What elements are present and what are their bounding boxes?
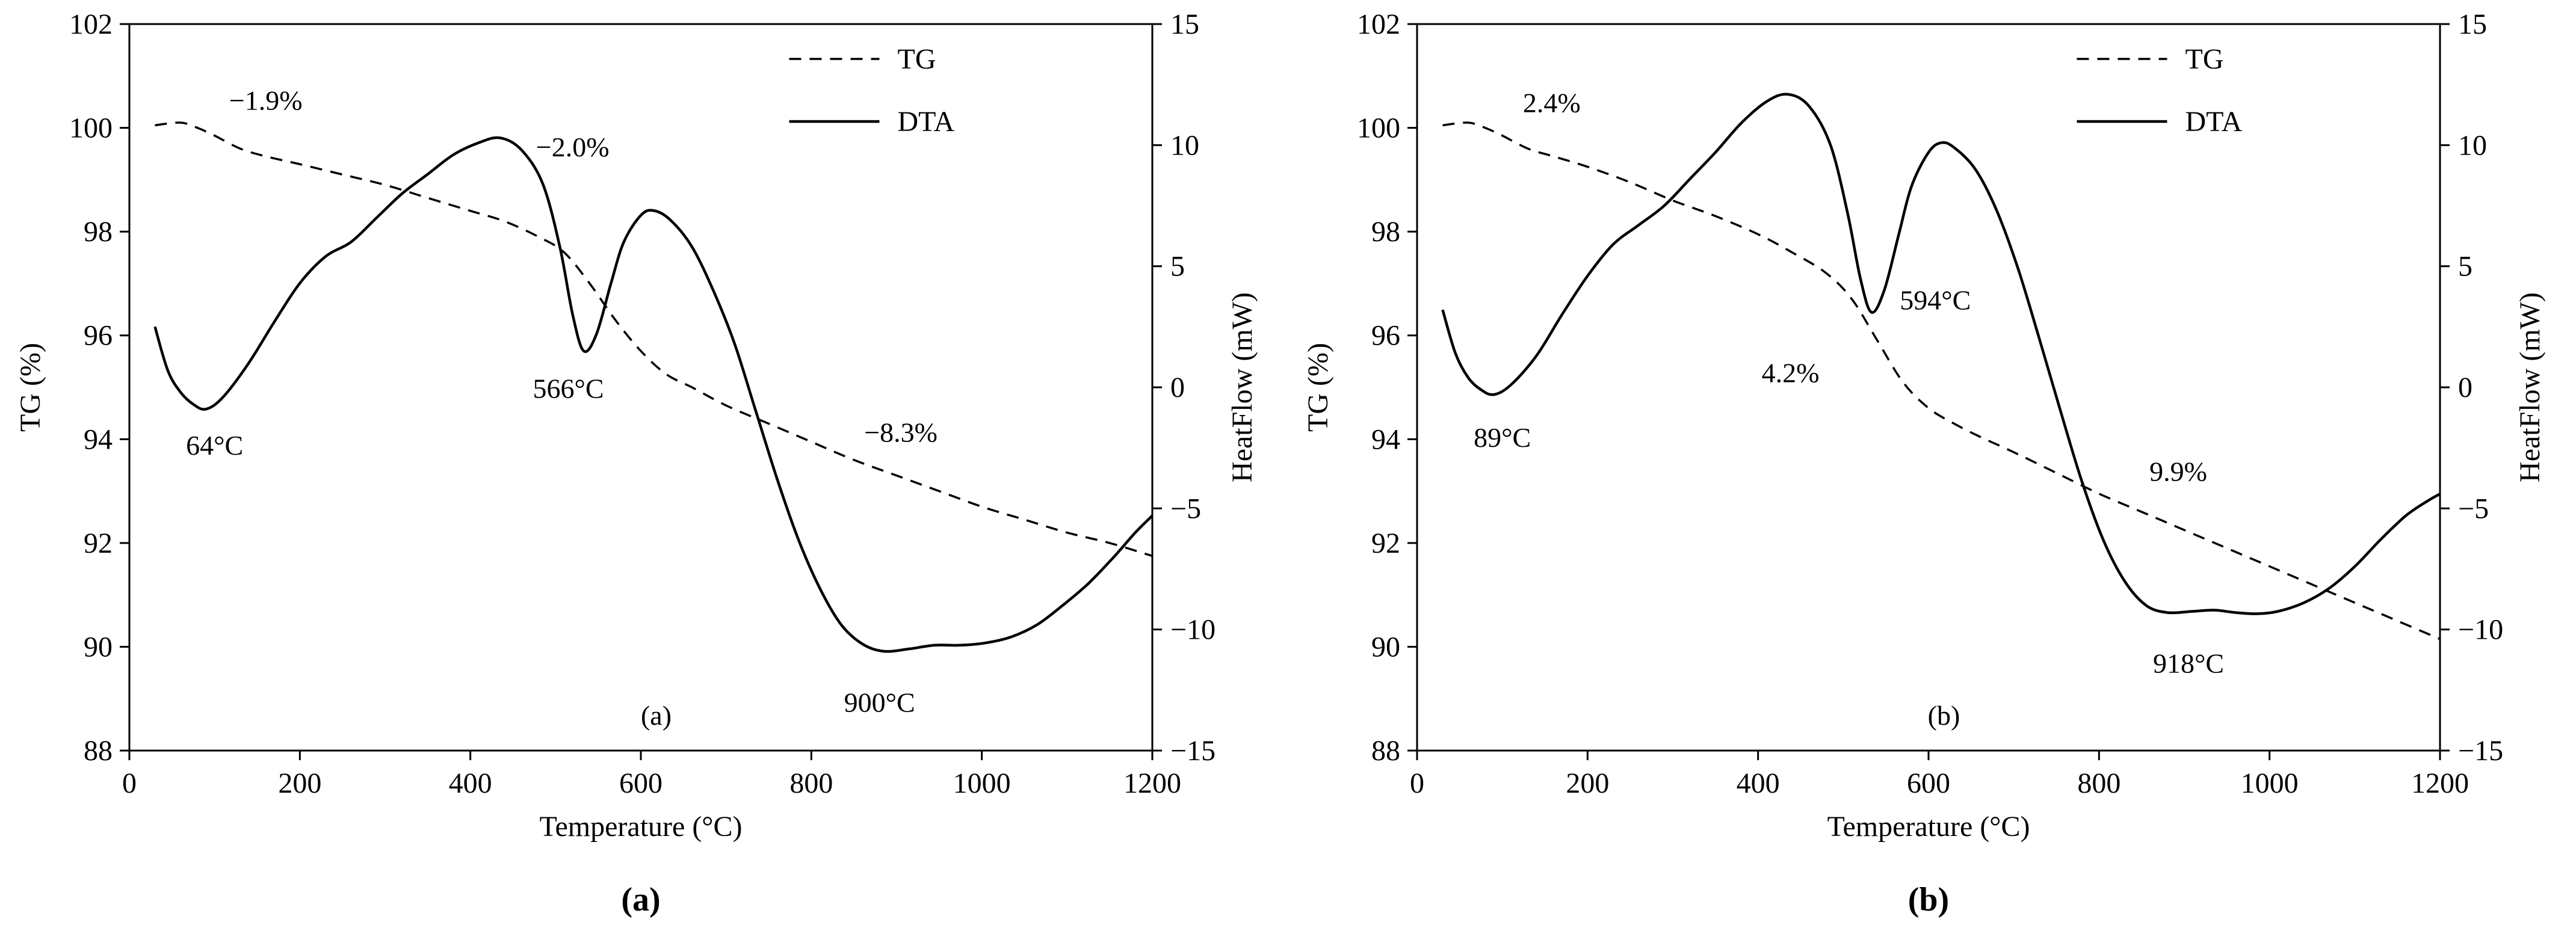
annotation: (a)	[641, 700, 672, 731]
y-right-tick-label: 15	[2458, 8, 2487, 40]
legend-label-tg: TG	[898, 43, 936, 75]
y-right-tick-label: 10	[1170, 129, 1199, 161]
x-tick-label: 0	[1410, 767, 1424, 799]
tg-curve	[155, 121, 1153, 558]
y-right-tick-label: 10	[2458, 129, 2487, 161]
x-tick-label: 400	[1737, 767, 1780, 799]
y-left-tick-label: 90	[84, 631, 113, 663]
panel-caption: (a)	[621, 881, 660, 918]
y-left-tick-label: 98	[84, 216, 113, 248]
x-tick-label: 1000	[2241, 767, 2299, 799]
y-right-axis-title: HeatFlow (mW)	[2514, 292, 2546, 482]
y-left-tick-label: 96	[1371, 320, 1400, 352]
annotation: 594°C	[1900, 285, 1971, 316]
y-left-tick-label: 100	[69, 112, 113, 144]
y-right-tick-label: 5	[1170, 251, 1185, 283]
annotation: 9.9%	[2149, 456, 2207, 487]
dta-curve	[153, 136, 1154, 653]
tg-curve	[1442, 121, 2441, 641]
y-left-tick-label: 90	[1371, 631, 1400, 663]
annotation: (b)	[1928, 700, 1960, 731]
chart-a-svg: 0 200 400 600 800 1000 1200889092949698100102−…	[14, 8, 1258, 918]
chart-panel-a: 0 200 400 600 800 1000 1200 88 90 92 94 96 98 100 102−…	[14, 8, 1258, 918]
y-right-tick-label: −15	[2458, 735, 2503, 767]
x-axis-title: Temperature (°C)	[1827, 811, 2030, 843]
plot-border	[1416, 23, 2441, 752]
panel-caption: (b)	[1908, 881, 1949, 918]
annotation: −2.0%	[536, 132, 610, 162]
legend-label-dta: DTA	[898, 106, 955, 138]
y-right-tick-label: −5	[2458, 493, 2489, 524]
y-left-axis-title: TG (%)	[1302, 343, 1334, 432]
annotation: 566°C	[533, 373, 604, 404]
chart-b-svg: 0 200 400 600 800 1000 1200889092949698100102−…	[1302, 8, 2546, 918]
annotation: −8.3%	[864, 417, 937, 448]
annotation: 64°C	[186, 430, 243, 461]
annotation: 89°C	[1474, 422, 1531, 453]
y-right-tick-label: 15	[1170, 8, 1199, 40]
x-tick-label: 1200	[1123, 767, 1181, 799]
annotation: −1.9%	[229, 85, 303, 115]
y-left-tick-label: 102	[1357, 8, 1400, 40]
y-left-tick-label: 94	[84, 423, 113, 455]
y-right-tick-label: −10	[1170, 614, 1215, 646]
y-right-tick-label: −15	[1170, 735, 1215, 767]
y-right-tick-label: −10	[2458, 614, 2503, 646]
legend-label-tg: TG	[2185, 43, 2224, 75]
y-left-tick-label: 94	[1371, 423, 1400, 455]
x-tick-label: 600	[619, 767, 663, 799]
y-left-axis-title: TG (%)	[14, 343, 46, 432]
y-right-axis-title: HeatFlow (mW)	[1226, 292, 1258, 482]
x-tick-label: 200	[1566, 767, 1609, 799]
x-axis-title: Temperature (°C)	[539, 811, 742, 843]
annotation: 4.2%	[1762, 357, 1820, 388]
y-left-tick-label: 102	[69, 8, 113, 40]
y-right-tick-label: −5	[1170, 493, 1201, 524]
annotation: 918°C	[2153, 648, 2224, 679]
y-left-tick-label: 96	[84, 320, 113, 352]
y-left-tick-label: 100	[1357, 112, 1400, 144]
x-tick-label: 1000	[953, 767, 1011, 799]
dta-curve	[1441, 93, 2441, 615]
y-right-tick-label: 0	[1170, 372, 1185, 404]
x-tick-label: 400	[449, 767, 492, 799]
y-right-tick-label: 5	[2458, 251, 2473, 283]
legend-label-dta: DTA	[2185, 106, 2243, 138]
y-left-tick-label: 92	[1371, 527, 1400, 559]
chart-panel-b: 0 200 400 600 800 1000 1200 88 90 92 94 96 98 100 102−…	[1288, 0, 2575, 931]
y-left-tick-label: 92	[84, 527, 113, 559]
y-left-tick-label: 88	[84, 735, 113, 767]
y-right-tick-label: 0	[2458, 372, 2473, 404]
x-tick-label: 1200	[2411, 767, 2469, 799]
x-tick-label: 800	[789, 767, 833, 799]
x-tick-label: 0	[122, 767, 137, 799]
x-tick-label: 600	[1907, 767, 1950, 799]
x-tick-label: 200	[278, 767, 321, 799]
y-left-tick-label: 88	[1371, 735, 1400, 767]
y-left-tick-label: 98	[1371, 216, 1400, 248]
x-tick-label: 800	[2077, 767, 2120, 799]
annotation: 2.4%	[1523, 88, 1581, 118]
annotation: 900°C	[844, 687, 915, 717]
